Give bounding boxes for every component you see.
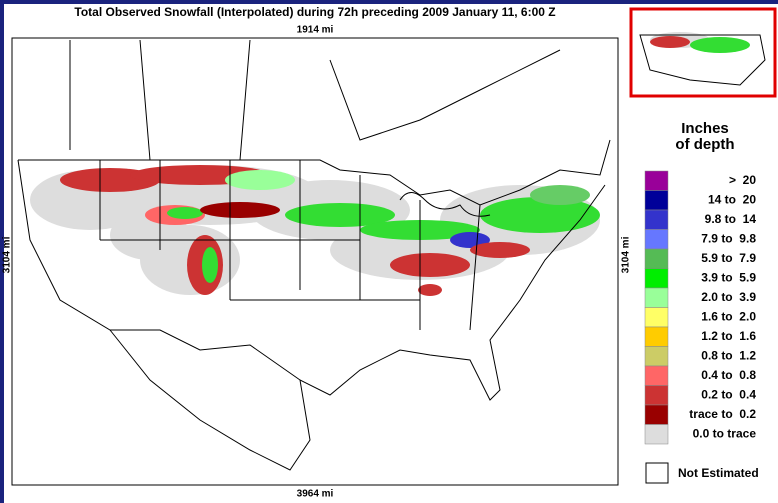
state-lines [99,160,481,331]
legend-swatch [644,404,669,425]
legend-label: 0.8 to 1.2 [701,348,756,362]
legend-swatch [644,287,669,308]
legend-label: 2.0 to 3.9 [701,290,756,304]
legend-swatch [644,385,669,406]
legend-swatch [644,365,669,386]
legend-swatch [644,248,669,269]
snow-patches [60,165,600,296]
scale-top: 1914 mi [297,25,334,36]
map-title: Total Observed Snowfall (Interpolated) d… [74,5,555,19]
legend-swatch [644,346,669,367]
legend-label: 0.4 to 0.8 [701,368,756,382]
inset-map [629,7,777,98]
not-estimated-label: Not Estimated [678,466,759,480]
legend-swatch [644,229,669,250]
great-lakes [399,192,491,217]
top-bar [0,0,778,4]
scale-bottom: 3964 mi [297,489,334,500]
scale-right: 3104 mi [621,236,632,273]
canada-lines [69,39,561,161]
legend: > 20 14 to 20 9.8 to 14 7.9 to 9.8 5.9 to 7.… [644,170,757,445]
map-frame [11,37,619,486]
not-estimated-swatch [645,462,669,484]
legend-swatch [644,307,669,328]
legend-swatch [644,326,669,347]
map [11,37,619,486]
left-bar [0,0,4,503]
legend-label: 0.0 to trace [693,426,757,440]
us-canada-border [18,139,611,206]
legend-label: 1.6 to 2.0 [701,309,756,323]
legend-label: > 20 [729,173,756,187]
inset-outline [639,34,766,86]
legend-label: 0.2 to 0.4 [701,387,756,401]
legend-title-1: Inches [681,120,729,137]
legend-label: 1.2 to 1.6 [701,329,756,343]
scale-left: 3104 mi [2,236,13,273]
legend-title-2: of depth [675,136,734,153]
legend-label: 3.9 to 5.9 [701,270,756,284]
inset-frame [629,7,777,98]
legend-label: 7.9 to 9.8 [701,231,756,245]
mexico-outline [109,329,311,471]
legend-swatch [644,424,669,445]
us-outline [17,159,606,401]
legend-swatch [644,170,669,191]
legend-label: 14 to 20 [708,192,756,206]
legend-swatch [644,190,669,211]
legend-label: 5.9 to 7.9 [701,251,756,265]
legend-swatch [644,268,669,289]
legend-label: trace to 0.2 [689,407,756,421]
legend-swatch [644,209,669,230]
legend-label: 9.8 to 14 [705,212,757,226]
